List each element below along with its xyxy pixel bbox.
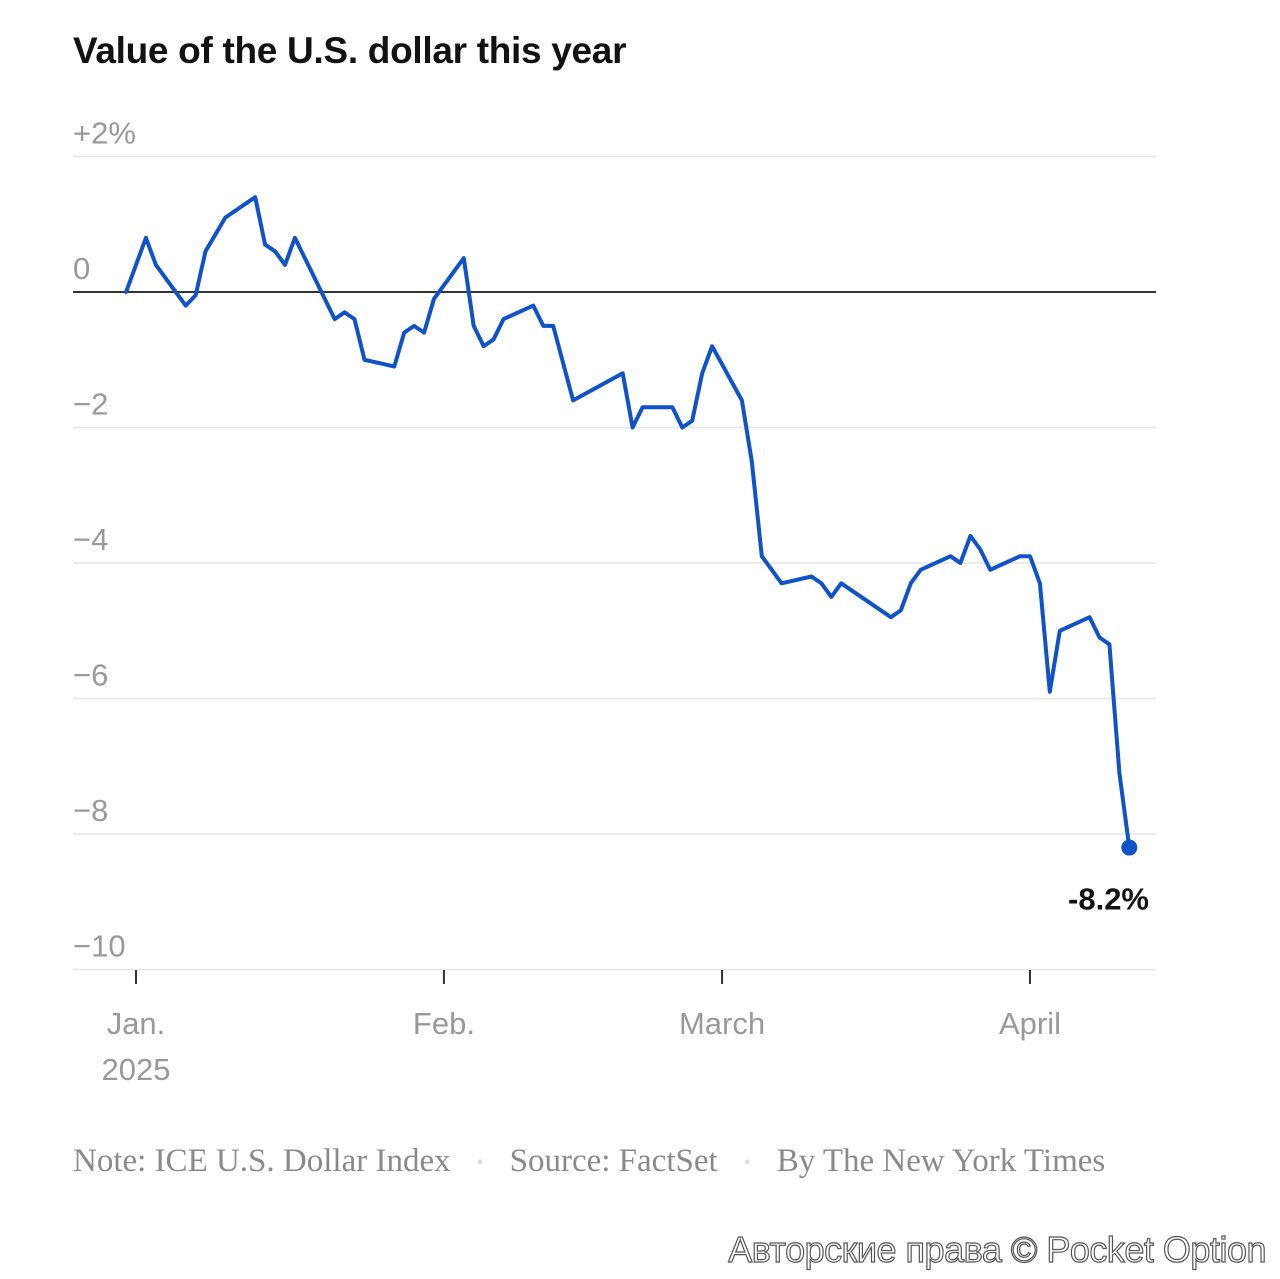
footer-credit: By The New York Times (776, 1143, 1106, 1179)
x-tick-label: Jan. (107, 1006, 166, 1041)
x-tick-label: April (999, 1006, 1061, 1041)
y-tick-label: −10 (73, 929, 126, 964)
chart-title: Value of the U.S. dollar this year (73, 30, 627, 71)
chart-footer: Note: ICE U.S. Dollar Index • Source: Fact… (73, 1140, 1133, 1185)
footer-source: Source: FactSet (509, 1143, 718, 1179)
y-tick-label: −4 (73, 522, 108, 557)
y-tick-label: −6 (73, 658, 108, 693)
x-tick-label: March (679, 1006, 765, 1041)
y-tick-label: +2% (73, 116, 136, 151)
y-tick-label: 0 (73, 251, 90, 286)
series-line (124, 195, 1132, 850)
x-tick-label: Feb. (413, 1006, 475, 1041)
footer-note: Note: ICE U.S. Dollar Index (73, 1143, 451, 1179)
x-tick-sublabel: 2025 (102, 1052, 171, 1087)
end-value-label: -8.2% (1068, 882, 1149, 917)
separator: • (743, 1151, 751, 1174)
watermark: Авторские права © Pocket Option (728, 1228, 1267, 1270)
separator: • (476, 1151, 484, 1174)
y-tick-label: −2 (73, 387, 108, 422)
y-tick-label: −8 (73, 793, 108, 828)
end-point-marker (1121, 839, 1138, 856)
